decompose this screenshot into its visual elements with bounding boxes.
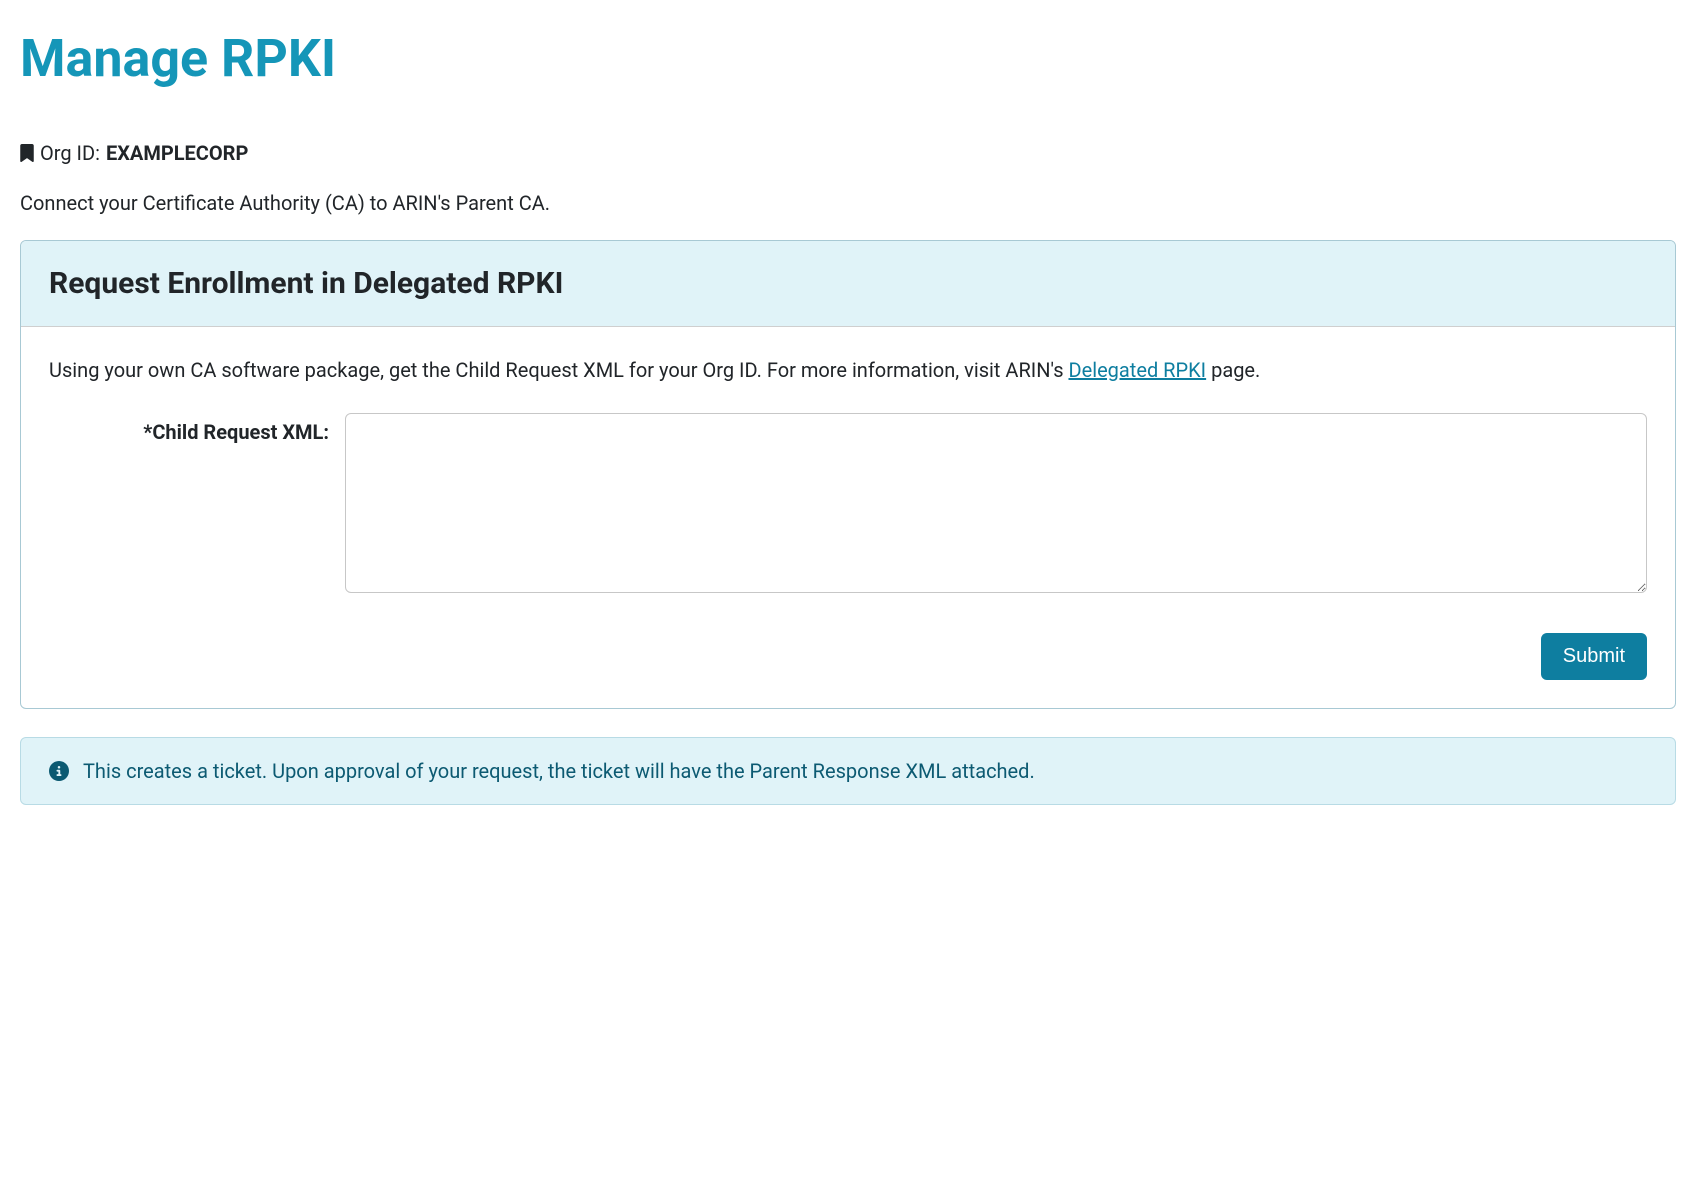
delegated-rpki-link[interactable]: Delegated RPKI: [1068, 358, 1206, 382]
bookmark-icon: [20, 144, 34, 162]
info-icon: [49, 761, 69, 781]
instructions-prefix: Using your own CA software package, get …: [49, 358, 1068, 382]
org-id-label: Org ID:: [40, 138, 100, 168]
org-id-value: EXAMPLECORP: [106, 138, 248, 168]
panel-title: Request Enrollment in Delegated RPKI: [49, 261, 1647, 306]
info-alert-text: This creates a ticket. Upon approval of …: [83, 756, 1035, 786]
page-title: Manage RPKI: [20, 20, 1676, 98]
enrollment-panel: Request Enrollment in Delegated RPKI Usi…: [20, 240, 1676, 709]
xml-form-row: *Child Request XML:: [49, 413, 1647, 593]
intro-text: Connect your Certificate Authority (CA) …: [20, 188, 1676, 218]
submit-button[interactable]: Submit: [1541, 633, 1647, 680]
panel-header: Request Enrollment in Delegated RPKI: [21, 241, 1675, 327]
panel-body: Using your own CA software package, get …: [21, 327, 1675, 708]
info-alert: This creates a ticket. Upon approval of …: [20, 737, 1676, 805]
child-request-xml-input[interactable]: [345, 413, 1647, 593]
instructions-suffix: page.: [1206, 358, 1260, 382]
org-id-row: Org ID: EXAMPLECORP: [20, 138, 1676, 168]
xml-field-label: *Child Request XML:: [49, 413, 329, 447]
button-row: Submit: [49, 633, 1647, 680]
panel-instructions: Using your own CA software package, get …: [49, 355, 1647, 385]
